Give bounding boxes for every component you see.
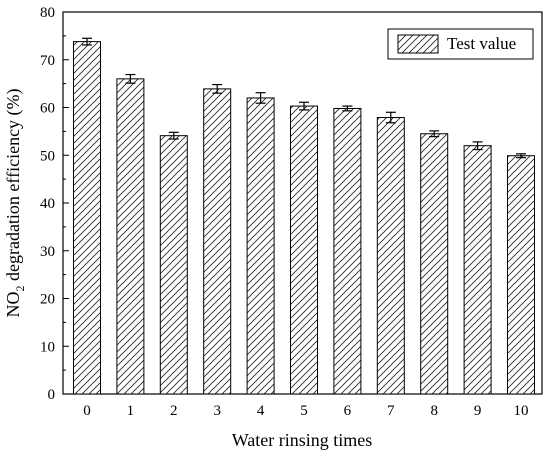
- y-tick-label: 50: [40, 148, 55, 164]
- x-axis-label: Water rinsing times: [232, 430, 373, 450]
- y-tick-label: 70: [40, 53, 55, 69]
- y-axis-label-prefix: NO: [3, 292, 23, 318]
- x-tick-label: 0: [83, 403, 91, 419]
- y-tick-label: 40: [40, 196, 55, 212]
- bar: [290, 105, 318, 395]
- x-tick-label: 6: [344, 403, 352, 419]
- y-tick-label: 10: [40, 339, 55, 355]
- y-tick-label: 60: [40, 101, 55, 117]
- legend-swatch: [397, 34, 439, 54]
- bar: [463, 145, 492, 395]
- y-axis-ticks: 0 10 20 30 40 50 60 70 80: [40, 5, 69, 403]
- x-tick-label: 3: [213, 403, 221, 419]
- bar: [376, 117, 405, 395]
- y-axis-label: NO2 degradation efficiency (%): [3, 88, 27, 317]
- y-tick-label: 80: [40, 5, 55, 21]
- bar: [73, 41, 101, 395]
- y-tick-label: 20: [40, 292, 55, 308]
- bar: [420, 133, 449, 395]
- x-tick-label: 5: [300, 403, 308, 419]
- bar: [203, 88, 232, 395]
- y-tick-label: 30: [40, 244, 55, 260]
- x-tick-label: 2: [170, 403, 178, 419]
- bar: [507, 155, 535, 395]
- bars: [73, 41, 535, 395]
- x-tick-label: 8: [430, 403, 438, 419]
- legend: Test value: [387, 28, 534, 60]
- y-axis-label-subscript: 2: [13, 286, 27, 292]
- x-tick-label: 7: [387, 403, 395, 419]
- bar: [116, 78, 145, 395]
- x-tick-label: 9: [474, 403, 482, 419]
- bar: [246, 97, 275, 395]
- bar: [159, 135, 188, 395]
- y-axis-label-suffix: degradation efficiency (%): [3, 88, 24, 285]
- error-bars: [82, 37, 526, 159]
- x-tick-label: 1: [127, 403, 135, 419]
- bar: [333, 107, 362, 395]
- legend-label: Test value: [447, 34, 516, 53]
- x-tick-label: 4: [257, 403, 265, 419]
- x-tick-label: 10: [514, 403, 529, 419]
- y-tick-label: 0: [48, 387, 56, 403]
